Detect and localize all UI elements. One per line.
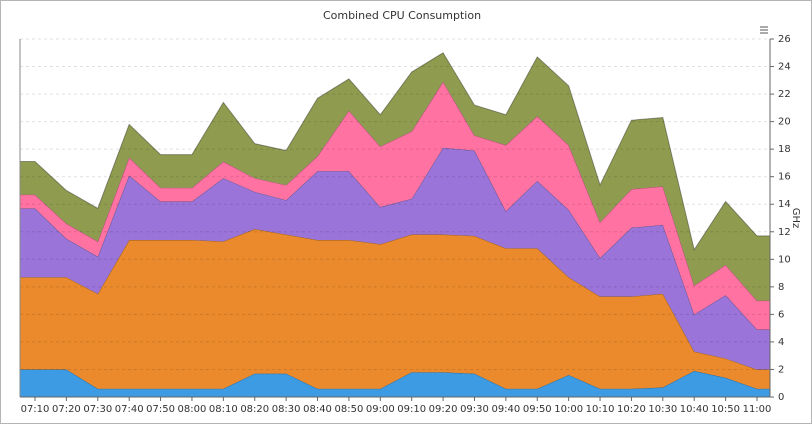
y-tick-label: 26 xyxy=(778,34,791,45)
x-tick-label: 10:20 xyxy=(617,404,646,415)
x-tick-label: 08:00 xyxy=(178,404,207,415)
y-tick-label: 6 xyxy=(778,309,784,320)
y-tick-label: 20 xyxy=(778,117,791,128)
x-tick-label: 10:40 xyxy=(680,404,709,415)
x-tick-label: 08:10 xyxy=(209,404,238,415)
y-tick-label: 4 xyxy=(778,337,784,348)
y-axis-label: GHz xyxy=(790,208,801,229)
x-tick-label: 09:40 xyxy=(491,404,520,415)
y-tick-label: 24 xyxy=(778,62,791,73)
x-tick-label: 08:50 xyxy=(334,404,363,415)
x-tick-label: 08:30 xyxy=(272,404,301,415)
x-tick-label: 07:30 xyxy=(83,404,112,415)
x-tick-label: 10:50 xyxy=(711,404,740,415)
y-tick-label: 10 xyxy=(778,254,791,265)
x-tick-label: 07:40 xyxy=(115,404,144,415)
chart-title: Combined CPU Consumption xyxy=(323,9,481,22)
y-tick-label: 14 xyxy=(778,199,791,210)
y-tick-label: 12 xyxy=(778,227,791,238)
area xyxy=(20,229,770,389)
y-tick-label: 18 xyxy=(778,144,791,155)
y-tick-label: 8 xyxy=(778,282,784,293)
x-tick-label: 07:50 xyxy=(146,404,175,415)
x-tick-label: 08:20 xyxy=(240,404,269,415)
y-tick-label: 2 xyxy=(778,364,784,375)
x-tick-label: 10:30 xyxy=(648,404,677,415)
area xyxy=(20,81,770,330)
x-tick-label: 09:00 xyxy=(366,404,395,415)
x-tick-label: 10:10 xyxy=(586,404,615,415)
x-tick-label: 07:10 xyxy=(21,404,50,415)
x-tick-label: 09:20 xyxy=(429,404,458,415)
area-edge xyxy=(20,228,770,370)
area xyxy=(20,369,770,397)
x-tick-label: 08:40 xyxy=(303,404,332,415)
x-tick-label: 09:10 xyxy=(397,404,426,415)
menu-icon[interactable] xyxy=(760,26,768,34)
x-tick-label: 09:50 xyxy=(523,404,552,415)
y-tick-label: 0 xyxy=(778,392,784,403)
area xyxy=(20,52,770,301)
x-tick-label: 11:00 xyxy=(743,404,772,415)
x-tick-label: 07:20 xyxy=(52,404,81,415)
x-tick-label: 09:30 xyxy=(460,404,489,415)
area xyxy=(20,147,770,370)
y-tick-label: 22 xyxy=(778,89,791,100)
y-tick-label: 16 xyxy=(778,172,791,183)
area-edge xyxy=(20,52,770,251)
x-tick-label: 10:00 xyxy=(554,404,583,415)
